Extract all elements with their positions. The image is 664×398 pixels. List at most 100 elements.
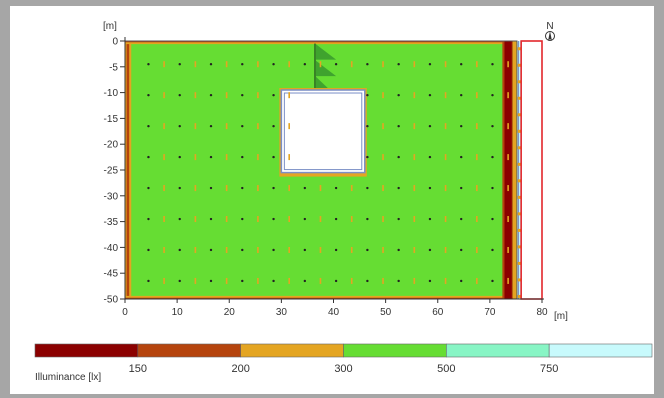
luminaire-marker: [241, 63, 244, 66]
luminaire-marker: [491, 155, 494, 159]
rack-line: [314, 43, 316, 89]
luminaire-glow: [444, 185, 447, 192]
luminaire-glow: [194, 61, 197, 68]
luminaire-glow: [382, 154, 384, 161]
void-opening: [280, 89, 366, 174]
luminaire-marker: [272, 93, 275, 97]
luminaire-marker: [460, 186, 463, 190]
luminaire-marker: [397, 217, 400, 221]
annex-marker: [517, 96, 521, 100]
y-tick-label: -5: [109, 62, 118, 73]
luminaire-glow: [507, 92, 509, 99]
x-tick-label: 40: [328, 307, 340, 318]
right-wall-zone-below-150: [504, 41, 512, 299]
y-tick-label: -40: [104, 243, 119, 254]
luminaire-marker: [366, 279, 369, 283]
luminaire-marker: [428, 93, 432, 97]
luminaire-marker: [272, 248, 275, 252]
annex-marker: [517, 278, 521, 282]
luminaire-marker: [397, 124, 400, 128]
legend-tick-label: 500: [437, 363, 455, 375]
luminaire-marker: [366, 186, 369, 190]
luminaire-marker: [460, 124, 463, 128]
luminaire-marker: [366, 248, 369, 252]
y-axis-unit: [m]: [103, 21, 117, 32]
x-tick-label: 0: [122, 307, 128, 318]
x-tick-label: 70: [484, 307, 496, 318]
luminaire-marker: [241, 93, 244, 97]
right-strip-zone-200-300: [512, 41, 517, 299]
illuminance-plan: 0 10 20 30 40 50 60 70 80 [m] 0 -5 -10 -15 -20 -25 -30 -3…: [34, 21, 653, 383]
luminaire-marker: [428, 279, 432, 283]
luminaire-glow: [476, 246, 478, 253]
luminaire-glow: [288, 185, 290, 192]
luminaire-glow: [444, 154, 447, 161]
luminaire-glow: [225, 61, 228, 68]
luminaire-glow: [413, 123, 416, 130]
luminaire-marker: [209, 93, 213, 97]
luminaire-marker: [397, 63, 400, 66]
luminaire-glow: [163, 154, 165, 161]
luminaire-marker: [178, 186, 181, 190]
legend-swatch: [34, 343, 139, 358]
luminaire-glow: [225, 92, 228, 99]
luminaire-glow: [225, 123, 228, 130]
luminaire-marker: [209, 217, 213, 221]
x-tick-label: 10: [172, 307, 184, 318]
annex-marker: [517, 294, 521, 298]
luminaire-glow: [225, 154, 228, 161]
legend-swatch: [240, 343, 344, 358]
y-tick-label: -20: [104, 140, 119, 151]
luminaire-glow: [476, 123, 478, 130]
void-inner-outline: [283, 92, 363, 171]
luminaire-glow: [163, 123, 165, 130]
luminaire-glow: [257, 246, 259, 253]
luminaire-marker: [147, 248, 150, 252]
luminaire-glow: [257, 216, 259, 223]
x-axis-unit: [m]: [554, 311, 568, 322]
y-tick-label: -35: [104, 217, 119, 228]
luminaire-marker: [366, 217, 369, 221]
luminaire-marker: [428, 124, 432, 128]
legend-swatch: [446, 343, 550, 358]
luminaire-glow: [476, 185, 478, 192]
luminaire-glow: [413, 61, 416, 68]
luminaire-marker: [334, 279, 338, 283]
luminaire-glow: [194, 123, 197, 130]
luminaire-marker: [147, 93, 150, 97]
x-tick-label: 80: [536, 307, 548, 318]
luminaire-marker: [209, 248, 213, 252]
bottom-edge-zone-150-200: [125, 297, 516, 299]
luminaire-glow: [194, 246, 197, 253]
luminaire-glow: [288, 277, 290, 284]
luminaire-glow: [319, 246, 322, 253]
annex-marker: [517, 245, 521, 249]
luminaire-marker: [147, 155, 150, 159]
luminaire-glow: [163, 246, 165, 253]
luminaire-glow: [319, 277, 322, 284]
luminaire-glow: [382, 61, 384, 68]
plot-frame: 0 10 20 30 40 50 60 70 80 [m] 0 -5 -10 -15 -20 -25 -30 -3…: [10, 6, 654, 394]
luminaire-glow: [194, 216, 197, 223]
luminaire-marker: [272, 63, 275, 66]
luminaire-marker: [303, 279, 307, 283]
luminaire-marker: [241, 248, 244, 252]
luminaire-glow: [319, 185, 322, 192]
annex-marker: [517, 80, 521, 84]
annex-marker: [517, 47, 521, 51]
luminaire-glow: [288, 216, 290, 223]
luminaire-marker: [460, 155, 463, 159]
top-edge-zone-200-300: [125, 41, 516, 45]
annex-marker: [517, 162, 521, 166]
luminaire-marker: [147, 186, 150, 190]
luminaire-marker: [428, 155, 432, 159]
luminaire-marker: [428, 217, 432, 221]
luminaire-glow: [382, 216, 384, 223]
luminaire-marker: [460, 248, 463, 252]
x-tick-label: 50: [380, 307, 392, 318]
luminaire-glow: [194, 154, 197, 161]
y-tick-label: -30: [104, 191, 119, 202]
annex-marker: [517, 212, 521, 216]
luminaire-glow: [350, 277, 353, 284]
luminaire-marker: [209, 155, 213, 159]
